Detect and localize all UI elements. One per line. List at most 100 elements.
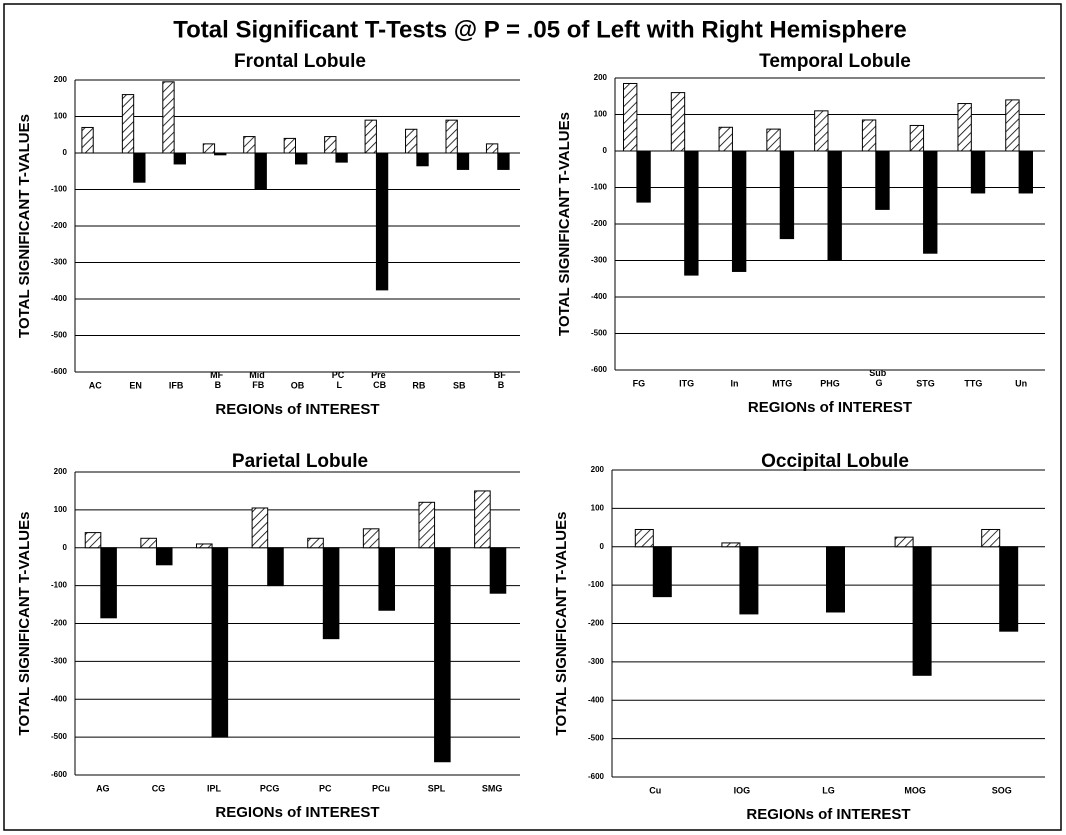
bar (981, 528, 1001, 548)
y-tick-label: 200 (54, 75, 68, 84)
bar (814, 110, 829, 152)
x-tick-label: SPL (428, 783, 446, 793)
bar (140, 537, 157, 549)
y-tick-label: -100 (588, 580, 605, 589)
y-tick-label: 100 (594, 110, 608, 119)
bar (378, 547, 396, 611)
bar (162, 81, 175, 154)
y-tick-label: -400 (591, 292, 608, 301)
y-tick-label: -600 (591, 365, 608, 374)
bar (405, 128, 418, 154)
bar (957, 103, 972, 152)
bar (739, 546, 759, 615)
bar (999, 546, 1019, 632)
x-tick-label: RB (412, 380, 425, 390)
bar (474, 490, 491, 549)
bar (634, 528, 654, 548)
bar (623, 82, 638, 152)
x-tick-label: Cu (649, 785, 661, 795)
bar (779, 150, 795, 240)
x-tick-label: SOG (992, 785, 1012, 795)
y-tick-label: -600 (588, 772, 605, 781)
y-tick-label: 200 (594, 73, 608, 82)
x-tick-label: Pre CB (371, 370, 387, 390)
y-tick-label: -500 (591, 329, 608, 338)
bar (718, 126, 733, 152)
bar (861, 119, 877, 152)
x-tick-label: PC (319, 783, 332, 793)
x-tick-label: FG (633, 378, 646, 388)
y-axis-label: TOTAL SIGNIFICANT T-VALUEs (16, 114, 33, 338)
bar (307, 537, 324, 549)
bar (173, 152, 186, 165)
x-tick-label: BF B (494, 370, 506, 390)
x-tick-label: PC L (332, 370, 345, 390)
bar (894, 536, 914, 548)
x-tick-label: IFB (169, 380, 184, 390)
y-tick-label: -300 (591, 256, 608, 265)
bar (84, 532, 102, 549)
bar (133, 152, 146, 183)
figure-title: Total Significant T-Tests @ P = .05 of L… (173, 16, 907, 43)
bar (254, 152, 267, 190)
chart-title: Frontal Lobule (234, 51, 366, 72)
x-tick-label: EN (129, 380, 142, 390)
bar (81, 126, 94, 154)
bar (364, 119, 377, 154)
bar (335, 152, 348, 163)
x-tick-label: MOG (904, 785, 926, 795)
bar (636, 150, 651, 203)
y-tick-label: 200 (591, 465, 605, 474)
y-tick-label: 0 (63, 543, 68, 552)
bar (324, 136, 337, 154)
bar (652, 546, 672, 598)
bar (485, 143, 499, 154)
y-tick-label: -100 (51, 185, 68, 194)
x-axis-label: REGIONs of INTEREST (215, 401, 379, 418)
bar (100, 547, 117, 619)
y-tick-label: -300 (51, 258, 68, 267)
x-tick-label: MF B (210, 370, 223, 390)
x-tick-label: SB (453, 380, 466, 390)
x-tick-label: PCG (260, 783, 280, 793)
x-axis-label: REGIONs of INTEREST (746, 806, 910, 823)
x-tick-label: TTG (964, 378, 982, 388)
y-tick-label: -200 (51, 619, 68, 628)
bar (1018, 150, 1033, 194)
y-tick-label: 0 (600, 542, 605, 551)
y-tick-label: -500 (51, 732, 68, 741)
y-tick-label: -200 (588, 619, 605, 628)
x-tick-label: STG (916, 378, 935, 388)
x-tick-label: IOG (734, 785, 751, 795)
x-tick-label: LG (822, 785, 835, 795)
bar (202, 143, 216, 154)
bar (1005, 99, 1020, 152)
x-tick-label: SMG (482, 783, 503, 793)
y-tick-label: -500 (588, 734, 605, 743)
bar (155, 547, 173, 566)
bar (375, 152, 389, 291)
x-tick-label: AG (96, 783, 110, 793)
bar (497, 152, 510, 170)
bar (684, 150, 699, 276)
bar (243, 136, 256, 154)
bar (731, 150, 747, 272)
y-tick-label: 0 (63, 148, 68, 157)
y-axis-label: TOTAL SIGNIFICANT T-VALUEs (556, 112, 573, 336)
bar (489, 547, 507, 594)
bar (912, 546, 932, 676)
bar (251, 507, 269, 549)
bar (416, 152, 429, 167)
y-tick-label: -400 (588, 695, 605, 704)
y-tick-label: -600 (51, 367, 68, 376)
y-axis-label: TOTAL SIGNIFICANT T-VALUEs (16, 512, 33, 736)
bar (322, 547, 340, 640)
bar (214, 152, 227, 156)
frame (3, 3, 1062, 831)
x-tick-label: Mid FB (249, 370, 265, 390)
bar (827, 150, 842, 261)
x-tick-label: PHG (820, 378, 840, 388)
bar (195, 543, 213, 549)
y-tick-label: -600 (51, 770, 68, 779)
